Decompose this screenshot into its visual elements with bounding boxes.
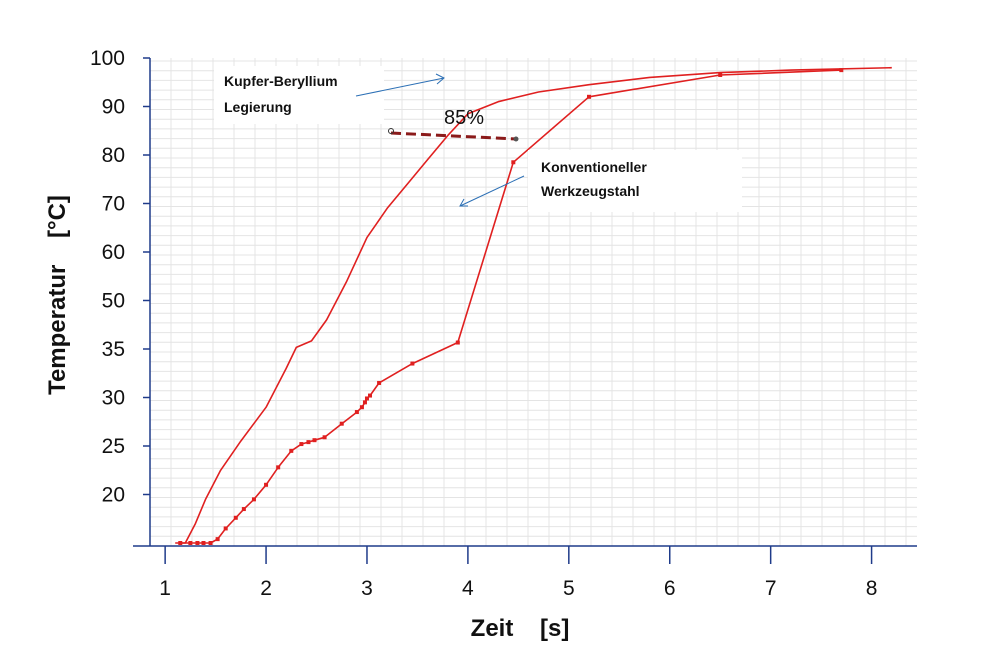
x-tick-label: 1 — [159, 577, 171, 600]
x-tick-label: 7 — [765, 577, 777, 600]
data-point-marker — [233, 515, 238, 520]
data-point-marker — [587, 94, 592, 99]
data-point-marker — [455, 340, 460, 345]
85-percent-label: 85% — [444, 107, 484, 129]
data-point-marker — [195, 541, 200, 545]
y-tick-label: 35 — [102, 338, 125, 361]
y-tick-label: 50 — [102, 290, 125, 313]
data-point-marker — [201, 541, 206, 545]
series-layer — [175, 66, 892, 545]
annotation-bg-kupfer — [214, 66, 384, 124]
x-tick-label: 2 — [260, 577, 272, 600]
data-point-marker — [377, 380, 382, 385]
arrow-kupfer — [355, 73, 445, 97]
y-tick-label: 60 — [102, 241, 125, 264]
annotation-bg-stahl — [528, 150, 742, 212]
annotation-kupfer-line1: Kupfer-Beryllium — [224, 73, 338, 89]
y-tick-label: 100 — [90, 47, 125, 70]
data-point-marker — [364, 396, 369, 401]
data-point-marker — [362, 400, 367, 405]
series-line-kupfer-beryllium — [175, 66, 892, 544]
x-tick-label: 5 — [563, 577, 575, 600]
data-point-marker — [306, 440, 311, 445]
y-axis-label: Temperatur [°C] — [44, 195, 71, 395]
y-tick-label: 70 — [102, 193, 125, 216]
x-axis-ticks: 1 2 3 4 5 6 7 8 — [159, 546, 877, 600]
data-point-marker — [511, 160, 516, 165]
x-tick-label: 8 — [866, 577, 878, 600]
x-tick-label: 4 — [462, 577, 474, 600]
85-percent-marker-left — [388, 128, 394, 134]
data-point-marker — [718, 72, 723, 77]
data-point-marker — [368, 393, 373, 398]
y-tick-label: 90 — [102, 96, 125, 119]
data-point-marker — [251, 497, 256, 502]
data-point-marker — [188, 541, 193, 545]
data-point-marker — [223, 526, 228, 531]
data-point-marker — [410, 361, 415, 366]
data-point-marker — [264, 482, 269, 487]
annotation-kupfer-line2: Legierung — [224, 99, 292, 115]
data-point-marker — [208, 541, 213, 545]
data-point-marker — [339, 421, 344, 426]
x-axis-label: Zeit [s] — [471, 615, 570, 642]
85-percent-marker-right — [513, 136, 519, 142]
x-tick-label: 6 — [664, 577, 676, 600]
y-tick-label: 20 — [102, 484, 125, 507]
data-point-marker — [299, 442, 304, 447]
data-point-marker — [241, 507, 246, 512]
data-point-marker — [289, 448, 294, 453]
data-point-marker — [276, 465, 281, 470]
y-axis-ticks: 20 25 30 35 50 60 70 80 90 100 — [90, 47, 150, 507]
arrow-stahl — [459, 175, 525, 207]
data-point-marker — [839, 68, 844, 73]
data-point-marker — [312, 438, 317, 443]
annotation-stahl-line2: Werkzeugstahl — [541, 183, 640, 199]
x-tick-label: 3 — [361, 577, 373, 600]
data-point-marker — [322, 435, 327, 440]
y-tick-label: 80 — [102, 144, 125, 167]
annotation-stahl-line1: Konventioneller — [541, 159, 647, 175]
data-point-marker — [178, 541, 183, 545]
data-point-marker — [354, 410, 359, 415]
series-line-werkzeugstahl — [180, 69, 842, 544]
y-tick-label: 30 — [102, 387, 125, 410]
y-tick-label: 25 — [102, 435, 125, 458]
data-point-marker — [359, 405, 364, 410]
grid — [149, 58, 917, 547]
data-point-marker — [215, 537, 220, 542]
85-percent-dashed-line — [390, 131, 518, 141]
